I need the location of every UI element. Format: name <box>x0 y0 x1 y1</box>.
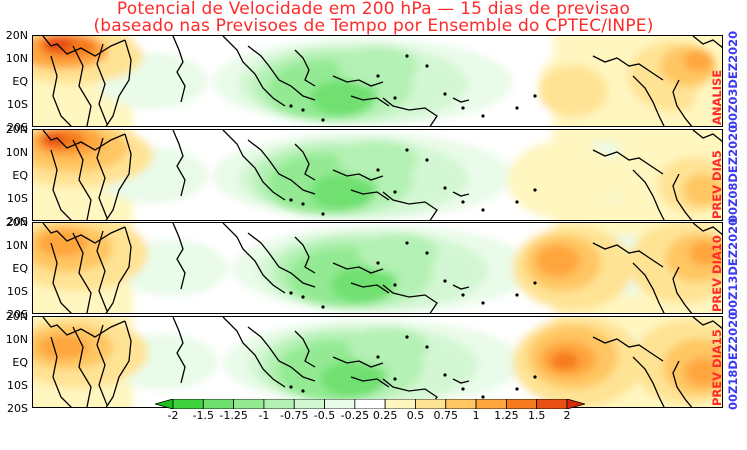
latitude-label: 10N <box>5 239 28 252</box>
colorbar-swatch <box>415 399 447 409</box>
colorbar-swatch <box>354 399 386 409</box>
latitude-label: EQ <box>12 262 28 275</box>
latitude-label: 10S <box>7 98 28 111</box>
latitude-label: 10N <box>5 146 28 159</box>
colorbar-level-label: -1.5 <box>192 409 215 422</box>
latitude-label: 20N <box>5 310 28 323</box>
map-panel <box>32 129 723 221</box>
colorbar-swatch <box>324 399 356 409</box>
colorbar-swatch <box>233 399 265 409</box>
colorbar-swatch <box>505 399 538 409</box>
panel-label: PREV DIA5 <box>710 150 724 219</box>
colorbar-swatch <box>293 399 325 409</box>
chart-title: Potencial de Velocidade em 200 hPa — 15 … <box>116 0 631 19</box>
colorbar-level-label: -1.25 <box>219 409 248 422</box>
map-panel <box>32 222 723 314</box>
colorbar-swatch <box>536 399 568 409</box>
latitude-label: 10S <box>7 285 28 298</box>
colorbar-min-arrow <box>155 399 174 409</box>
colorbar-level-label: -0.25 <box>340 409 370 422</box>
colorbar-level-label: 1 <box>472 409 480 422</box>
colorbar-level-label: 2 <box>563 409 571 422</box>
velocity-potential-map <box>33 130 722 220</box>
panel-date: 00Z18DEZ2020 <box>726 311 740 410</box>
colorbar <box>155 399 585 409</box>
panel-date: 00Z08DEZ2020 <box>726 124 740 223</box>
colorbar-level-label: 1.25 <box>494 409 519 422</box>
velocity-potential-map <box>33 223 722 313</box>
velocity-potential-map <box>33 317 722 407</box>
chart-subtitle: (baseado nas Previsoes de Tempo por Ense… <box>93 16 654 36</box>
panel-label: PREV DIA10 <box>710 235 724 312</box>
colorbar-level-label: 0.5 <box>406 409 425 422</box>
latitude-label: 10S <box>7 192 28 205</box>
colorbar-swatch <box>263 399 295 409</box>
panel-label: PREV DIA15 <box>710 329 724 406</box>
latitude-label: 20N <box>5 216 28 229</box>
latitude-label: 10N <box>5 333 28 346</box>
latitude-label: 20N <box>5 123 28 136</box>
colorbar-level-label: -0.5 <box>313 409 336 422</box>
latitude-label: 20S <box>7 121 28 134</box>
map-panel <box>32 316 723 408</box>
latitude-label: 20N <box>5 29 28 42</box>
panel-date: 00Z13DEZ2020 <box>726 217 740 316</box>
colorbar-swatch <box>445 399 477 409</box>
latitude-label: 10S <box>7 379 28 392</box>
colorbar-max-arrow <box>566 399 585 409</box>
latitude-label: 20S <box>7 402 28 415</box>
colorbar-level-label: -1 <box>258 409 270 422</box>
latitude-label: EQ <box>12 169 28 182</box>
latitude-label: 20S <box>7 308 28 321</box>
colorbar-level-label: -2 <box>167 409 179 422</box>
colorbar-level-label: 0.25 <box>372 409 398 422</box>
colorbar-level-label: 1.5 <box>527 409 546 422</box>
colorbar-swatch <box>172 399 204 409</box>
latitude-label: 10N <box>5 52 28 65</box>
latitude-label: EQ <box>12 75 28 88</box>
velocity-potential-map <box>33 36 722 126</box>
colorbar-swatch <box>384 399 416 409</box>
colorbar-swatch <box>202 399 235 409</box>
latitude-label: EQ <box>12 356 28 369</box>
latitude-label: 20S <box>7 215 28 228</box>
panel-label: ANALISE <box>710 69 724 125</box>
panel-date: 00Z03DEZ2020 <box>726 30 740 129</box>
colorbar-swatch <box>475 399 507 409</box>
colorbar-level-label: 0.75 <box>433 409 459 422</box>
map-panel <box>32 35 723 127</box>
colorbar-level-label: -0.75 <box>279 409 309 422</box>
